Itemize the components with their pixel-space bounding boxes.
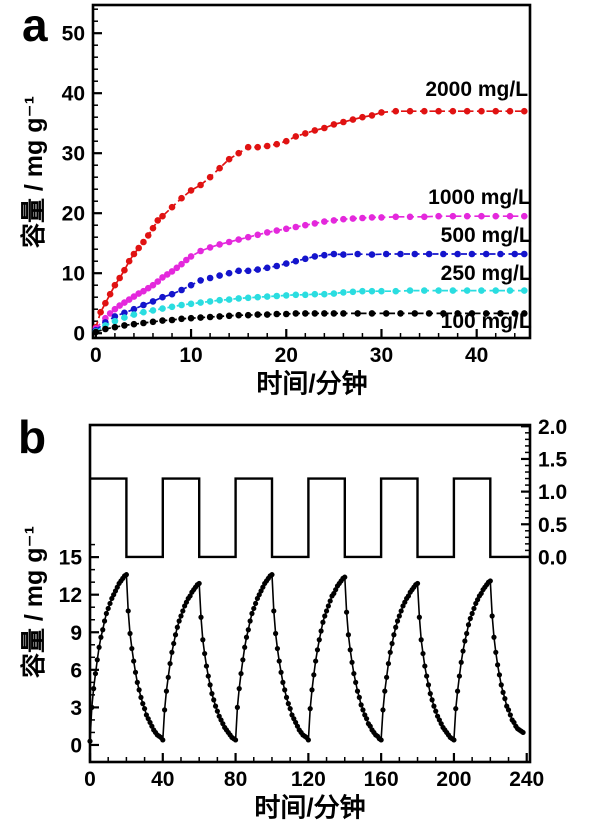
x-tick-label: 0 (90, 344, 102, 367)
panel-a-plot: 0 10 20 30 40 0 10 20 30 40 50 2000 mg/L 1000 mg/L 50… (62, 3, 532, 367)
series-label: 2000 mg/L (425, 78, 528, 101)
panel-b-axes: 0 40 80 120 160 200 240 0 3 6 9 12 15 0.0 0.5 1.0 1.5 2.0 (59, 416, 568, 791)
x-tick-label: 160 (364, 768, 399, 791)
x-tick-label: 80 (224, 768, 247, 791)
series-500-mg-L: 500 mg/L (92, 224, 532, 334)
series-label: 500 mg/L (441, 224, 532, 247)
panel-a-y-axis-title: 容量 / mg g⁻¹ (20, 95, 48, 249)
panel-a-axes: 0 10 20 30 40 0 10 20 30 40 50 (62, 8, 516, 367)
y-tick-label: 1.5 (538, 448, 568, 471)
panel-b-letter: b (18, 411, 47, 463)
x-tick-label: 0 (84, 768, 96, 791)
x-tick-label: 240 (509, 768, 544, 791)
series-100-mg-L: 100 mg/L (92, 310, 532, 336)
y-tick-label: 0.0 (538, 546, 567, 569)
capacity-cycling-series (87, 572, 526, 744)
y-tick-label: 0 (70, 734, 82, 757)
x-tick-label: 10 (179, 344, 202, 367)
y-tick-label: 50 (62, 23, 85, 46)
y-tick-label: 20 (62, 203, 85, 226)
x-tick-label: 40 (465, 344, 488, 367)
x-tick-label: 30 (370, 344, 393, 367)
y-tick-label: 3 (70, 697, 82, 720)
y-tick-label: 0.5 (538, 514, 568, 537)
x-tick-label: 40 (151, 768, 174, 791)
y-tick-label: 30 (62, 143, 85, 166)
series-1000-mg-L: 1000 mg/L (92, 186, 531, 332)
y-tick-label: 40 (62, 83, 85, 106)
y-tick-label: 15 (59, 547, 83, 570)
y-tick-label: 2.0 (538, 416, 567, 439)
y-tick-label: 9 (70, 622, 82, 645)
series-250-mg-L: 250 mg/L (92, 262, 532, 335)
x-tick-label: 200 (436, 768, 471, 791)
y-tick-label: 1.0 (538, 481, 567, 504)
y-tick-label: 0 (73, 323, 85, 346)
series-label: 250 mg/L (441, 262, 532, 285)
series-label: 100 mg/L (441, 310, 532, 333)
y-tick-label: 10 (62, 263, 85, 286)
series-2000-mg-L: 2000 mg/L (92, 78, 528, 331)
panel-b-x-axis-title: 时间/分钟 (254, 792, 366, 823)
y-tick-label: 6 (70, 659, 82, 682)
y-tick-label: 12 (59, 584, 82, 607)
x-tick-label: 120 (291, 768, 326, 791)
panel-a-x-axis-title: 时间/分钟 (256, 368, 368, 399)
panel-b-plot: 0 40 80 120 160 200 240 0 3 6 9 12 15 0.0 0.5 1.0 1.5 2.0 (59, 416, 568, 791)
regeneration-square-wave (90, 477, 530, 559)
series-label: 1000 mg/L (428, 186, 531, 209)
panel-a-letter: a (22, 0, 48, 51)
x-tick-label: 20 (275, 344, 298, 367)
panel-b-y-axis-title: 容量 / mg g⁻¹ (20, 525, 48, 679)
